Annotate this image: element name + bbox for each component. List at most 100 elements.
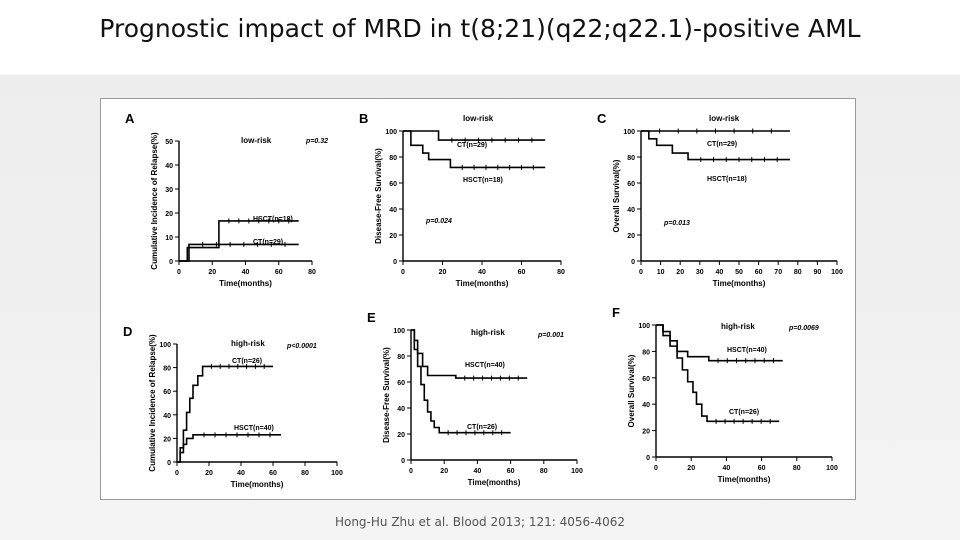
panel-f-letter: F (612, 305, 620, 320)
panel-e-ytick-label: 40 (397, 406, 405, 413)
panel-f-series-1-line (656, 324, 780, 423)
panel-d-xtick-label: 80 (301, 470, 309, 477)
panel-f-series-0-line (656, 324, 783, 362)
panel-c-group-label: low-risk (709, 114, 740, 123)
panel-e-series-1-label: CT(n=26) (467, 424, 497, 431)
panel-a-group-label: low-risk (241, 136, 272, 145)
panel-e-xtick-label: 40 (474, 468, 482, 475)
panel-e-letter: E (367, 310, 376, 325)
panel-b-ytick-label: 60 (389, 181, 397, 188)
panel-f-ytick-label: 0 (646, 455, 650, 462)
panel-f-series-1-label: CT(n=26) (729, 409, 759, 416)
panel-b-series-0-line (403, 130, 546, 141)
panel-a-series-0-label: HSCT(n=18) (253, 216, 293, 223)
panel-c-series-1-line (641, 130, 790, 161)
panel-c-letter: C (597, 111, 607, 126)
panel-a-series-1-label: CT(n=29) (253, 239, 283, 246)
panel-b-ytick-label: 40 (389, 207, 397, 214)
page-title: Prognostic impact of MRD in t(8;21)(q22;… (99, 14, 861, 43)
panel-d-series-0-line (177, 365, 273, 463)
panel-e-ytick-label: 80 (397, 354, 405, 361)
panel-a-xtick-label: 80 (308, 269, 316, 276)
panel-c-xtick-label: 90 (814, 269, 822, 276)
panel-a-ytick-label: 20 (165, 211, 173, 218)
panel-d-xtick-label: 40 (237, 470, 245, 477)
panel-d-ylabel: Cumulative Incidence of Relapse(%) (148, 334, 157, 472)
panel-a-ylabel: Cumulative Incidence of Relapse(%) (150, 132, 159, 270)
panel-c-series-1-label: HSCT(n=18) (707, 176, 747, 183)
panel-f-ytick-label: 80 (642, 349, 650, 356)
panel-c-xtick-label: 100 (831, 269, 843, 276)
panel-b-group-label: low-risk (463, 114, 494, 123)
panel-f-ytick-label: 60 (642, 376, 650, 383)
panel-e-ytick-label: 60 (397, 380, 405, 387)
panel-d-series-0-label: CT(n=26) (232, 358, 262, 365)
panel-e-xtick-label: 60 (507, 468, 515, 475)
panel-b-xtick-label: 0 (401, 269, 405, 276)
panel-c-xtick-label: 80 (794, 269, 802, 276)
panel-b-ytick-label: 20 (389, 233, 397, 240)
panel-b-ylabel: Disease-Free Survival(%) (374, 148, 383, 244)
panel-d-ytick-label: 80 (163, 366, 171, 373)
figure-frame: A 0 10 20 30 40 50 0 20 40 60 80 Time(months) Cumulat… (100, 98, 856, 500)
panel-b-xtick-label: 80 (557, 269, 565, 276)
panel-c-ylabel: Overall Survival(%) (612, 159, 621, 232)
panel-b-series-1-line (403, 130, 546, 169)
panel-d-ytick-label: 60 (163, 389, 171, 396)
panel-d-pvalue: p<0.0001 (286, 343, 317, 350)
panel-e-xlabel: Time(months) (468, 478, 521, 487)
panel-f-ytick-label: 20 (642, 429, 650, 436)
panel-a-ytick-label: 40 (165, 163, 173, 170)
panel-f-xtick-label: 20 (687, 465, 695, 472)
panel-a-xtick-label: 40 (242, 269, 250, 276)
panel-b-letter: B (359, 111, 368, 126)
panel-e-ytick-label: 0 (401, 458, 405, 465)
panel-a-letter: A (125, 111, 135, 126)
panel-e-ylabel: Disease-Free Survival(%) (382, 347, 391, 443)
panel-c-ytick-label: 20 (627, 233, 635, 240)
panel-d-group-label: high-risk (231, 339, 265, 348)
panel-c-series-0-label: CT(n=29) (707, 141, 737, 148)
panel-c-xtick-label: 70 (774, 269, 782, 276)
panel-c-xtick-label: 10 (657, 269, 665, 276)
panel-d-xtick-label: 60 (269, 470, 277, 477)
panel-b-pvalue: p=0.024 (425, 218, 452, 225)
panel-f-xlabel: Time(months) (718, 475, 771, 484)
panel-b-xtick-label: 20 (439, 269, 447, 276)
panel-c-ytick-label: 100 (623, 129, 635, 136)
panel-b-series-0-label: CT(n=29) (457, 142, 487, 149)
panel-e-series-0-label: HSCT(n=40) (465, 362, 505, 369)
panel-f-series-0-label: HSCT(n=40) (727, 347, 767, 354)
panel-a-ytick-label: 50 (165, 139, 173, 146)
panel-b-xtick-label: 40 (478, 269, 486, 276)
citation: Hong-Hu Zhu et al. Blood 2013; 121: 4056… (334, 515, 626, 529)
panel-a-ytick-label: 0 (169, 259, 173, 266)
panel-b-ytick-label: 80 (389, 155, 397, 162)
panel-f-xtick-label: 60 (758, 465, 766, 472)
panel-e-ytick-label: 20 (397, 432, 405, 439)
panel-d-letter: D (123, 324, 132, 339)
panel-c-ytick-label: 80 (627, 155, 635, 162)
panel-e-group-label: high-risk (471, 328, 505, 337)
panel-f-xtick-label: 80 (793, 465, 801, 472)
panel-f-group-label: high-risk (721, 322, 755, 331)
panel-a-ytick-label: 30 (165, 187, 173, 194)
panel-c-xtick-label: 20 (676, 269, 684, 276)
panel-d-xtick-label: 0 (175, 470, 179, 477)
panel-e-xtick-label: 100 (571, 468, 583, 475)
panel-a-pvalue: p=0.32 (305, 138, 328, 145)
panel-f-pvalue: p=0.0069 (788, 325, 819, 332)
panel-d-ytick-label: 100 (159, 342, 171, 349)
panel-c-xtick-label: 30 (696, 269, 704, 276)
panel-a-xtick-label: 60 (275, 269, 283, 276)
panel-d-ytick-label: 0 (167, 460, 171, 467)
panel-f-ytick-label: 40 (642, 402, 650, 409)
figure-svg: A 0 10 20 30 40 50 0 20 40 60 80 Time(months) Cumulat… (123, 111, 843, 489)
title-bar: Prognostic impact of MRD in t(8;21)(q22;… (0, 0, 960, 75)
panel-f-ytick-label: 100 (638, 323, 650, 330)
panel-e-xtick-label: 80 (540, 468, 548, 475)
panel-c-xtick-label: 60 (755, 269, 763, 276)
panel-e-xtick-label: 20 (440, 468, 448, 475)
panel-c-ytick-label: 40 (627, 207, 635, 214)
panel-e-xtick-label: 0 (409, 468, 413, 475)
